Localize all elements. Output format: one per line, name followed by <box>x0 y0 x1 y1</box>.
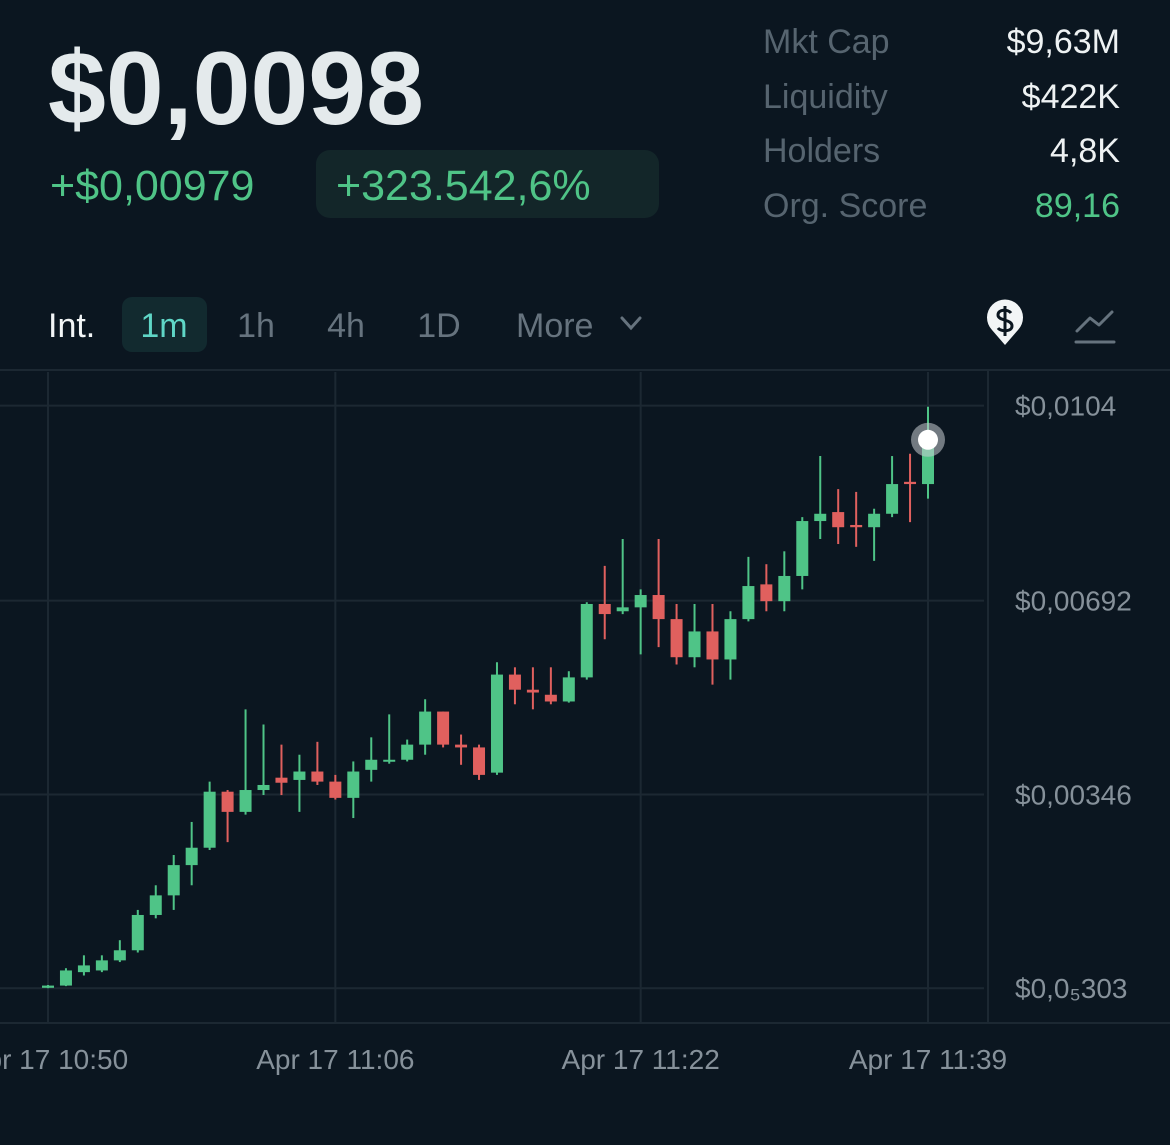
line-chart-icon[interactable] <box>1074 310 1116 344</box>
candle-body <box>149 895 162 915</box>
candle-body <box>832 512 845 528</box>
stat-label: Liquidity <box>763 78 888 116</box>
candle-body <box>365 759 378 770</box>
candle-body <box>814 513 827 522</box>
stat-label: Holders <box>763 132 880 170</box>
icon-line <box>1075 310 1114 333</box>
candle-body <box>437 711 450 745</box>
candle-body <box>562 677 575 702</box>
candle-body <box>778 575 791 602</box>
candle-body <box>886 484 899 514</box>
tab[interactable]: 1D <box>417 307 460 345</box>
stat-value: 89,16 <box>1035 187 1120 225</box>
y-tick-label: $0,00692 <box>1015 586 1132 617</box>
candle-body <box>239 790 252 812</box>
x-tick-label: Apr 17 11:22 <box>562 1044 720 1075</box>
candle-body <box>131 914 144 951</box>
change-pill <box>316 150 659 218</box>
candle-body <box>598 603 611 615</box>
candle-body <box>490 674 503 773</box>
candle-body <box>383 759 396 762</box>
candle-body <box>329 781 342 798</box>
candle-body <box>473 747 486 775</box>
tab[interactable]: More <box>516 307 593 345</box>
chevron <box>620 316 642 331</box>
candle-body <box>167 865 180 896</box>
candle-body <box>293 771 306 780</box>
tab[interactable]: 1h <box>237 307 275 345</box>
candle-body <box>185 847 198 866</box>
candle-body <box>580 603 593 678</box>
y-tick-label: $0,00346 <box>1015 780 1132 811</box>
candle-body <box>113 950 126 961</box>
candle-body <box>203 791 216 848</box>
candle-body <box>347 771 360 798</box>
candle-body <box>42 985 54 988</box>
candle-body <box>508 674 521 690</box>
active-tab-bg <box>122 297 207 352</box>
candle-body <box>59 970 72 986</box>
price-change-percent: +323.542,6% <box>336 162 591 210</box>
candle-body <box>652 595 665 620</box>
x-tick-label: Apr 17 10:50 <box>0 1044 128 1075</box>
candle-body <box>634 595 647 608</box>
candle-chart: $0,0₅303 $0,00346 $0,00692 $0,0104 Apr 17 10… <box>0 372 1132 1075</box>
candle-body <box>77 965 90 973</box>
candle-body <box>670 619 683 658</box>
candle-body <box>724 619 737 660</box>
candle-body <box>311 771 324 782</box>
candle-body <box>221 791 234 812</box>
price-marker-icon[interactable] <box>987 299 1024 345</box>
stat-label: Org. Score <box>763 187 927 225</box>
candle-body <box>616 607 629 612</box>
candle-body <box>544 694 557 702</box>
x-tick-label: Apr 17 11:39 <box>849 1044 1007 1075</box>
stat-label: Mkt Cap <box>763 23 890 61</box>
stat-value: 4,8K <box>1050 132 1120 170</box>
candle-body <box>706 631 719 660</box>
candle-body <box>526 689 539 693</box>
candle-body <box>455 744 468 748</box>
candle-body <box>257 784 270 791</box>
stat-value: $422K <box>1022 78 1121 116</box>
candle-body <box>275 777 288 783</box>
price-change: +$0,00979 <box>50 162 254 210</box>
candle-body <box>868 513 881 528</box>
price: $0,0098 <box>48 31 424 147</box>
candle-body <box>904 481 917 485</box>
y-tick-label: $0,0104 <box>1015 391 1116 422</box>
y-tick-label: $0,0₅303 <box>1015 973 1128 1004</box>
stat-value: $9,63M <box>1007 23 1120 61</box>
tab[interactable]: 1m <box>140 307 187 345</box>
candle-body <box>742 586 755 620</box>
tab[interactable]: 4h <box>327 307 365 345</box>
candle-body <box>850 524 863 528</box>
x-tick-label: Apr 17 11:06 <box>256 1044 414 1075</box>
last-price-dot <box>918 429 938 450</box>
candle-body <box>401 744 414 760</box>
tab[interactable]: Int. <box>48 307 95 345</box>
candle-body <box>419 711 432 745</box>
candle-body <box>760 584 773 602</box>
candle-body <box>796 521 809 576</box>
candle-body <box>95 960 108 971</box>
dollar-glyph <box>996 306 1014 336</box>
candle-body <box>688 631 701 658</box>
